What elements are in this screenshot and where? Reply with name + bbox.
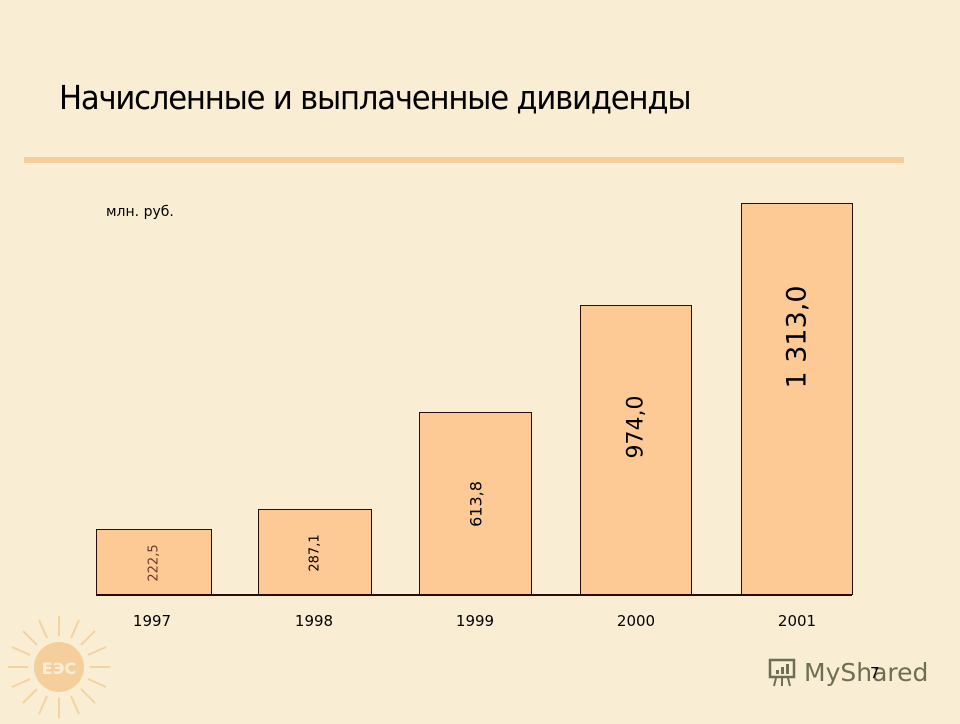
bar-1998: 287,1 xyxy=(258,509,372,595)
x-tick-1998: 1998 xyxy=(294,612,334,630)
watermark: MyShared xyxy=(766,656,928,688)
bar-value-label: 974,0 xyxy=(623,395,649,459)
bar-value-label: 613,8 xyxy=(466,481,485,527)
bar-1997: 222,5 xyxy=(96,529,212,595)
slide-title: Начисленные и выплаченные дивиденды xyxy=(59,78,692,117)
bar-2000: 974,0 xyxy=(580,305,692,595)
presentation-board-icon xyxy=(768,658,796,687)
page-number: 7 xyxy=(870,664,880,682)
company-logo-icon: ЕЭС xyxy=(6,614,112,720)
bar-value-label: 222,5 xyxy=(146,543,162,582)
x-tick-1997: 1997 xyxy=(132,612,172,630)
unit-label: млн. руб. xyxy=(106,204,174,220)
bar-value-label: 287,1 xyxy=(307,533,323,572)
svg-text:ЕЭС: ЕЭС xyxy=(42,659,76,678)
x-tick-2000: 2000 xyxy=(616,612,656,630)
x-tick-2001: 2001 xyxy=(777,612,817,630)
bar-1999: 613,8 xyxy=(419,412,532,595)
x-tick-1999: 1999 xyxy=(455,612,495,630)
watermark-text: MyShared xyxy=(804,657,929,687)
bar-2001: 1 313,0 xyxy=(741,203,853,595)
title-divider xyxy=(24,157,904,163)
bar-value-label: 1 313,0 xyxy=(781,285,813,389)
x-axis-line xyxy=(96,594,852,596)
